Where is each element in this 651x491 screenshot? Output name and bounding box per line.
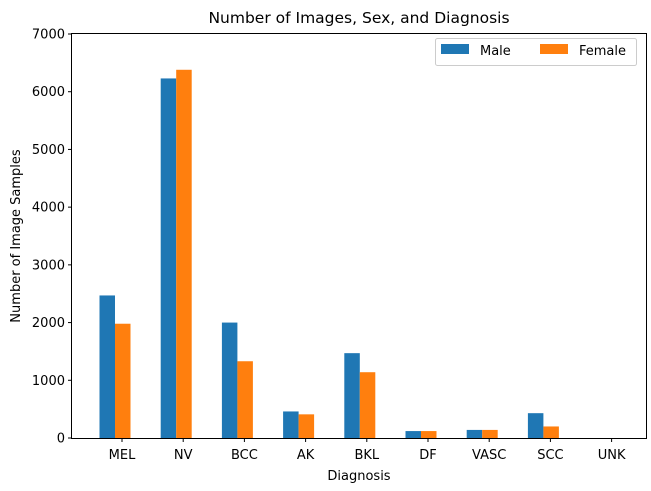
bar-male-vasc — [466, 429, 483, 438]
x-tick-label: MEL — [109, 448, 136, 463]
x-axis-label: Diagnosis — [327, 469, 390, 484]
legend-label-female: Female — [579, 44, 626, 59]
y-tick-label: 7000 — [32, 28, 65, 43]
chart-title: Number of Images, Sex, and Diagnosis — [208, 9, 509, 27]
legend-swatch-male — [441, 44, 469, 54]
bar-male-mel — [99, 295, 115, 438]
x-axis-ticks: MEL NV BCC AK BKL DF VASC SCC UNK — [109, 438, 626, 463]
x-tick-label: NV — [174, 448, 193, 463]
bar-female-nv — [176, 69, 192, 438]
bar-female-bcc — [237, 361, 253, 438]
bar-male-bcc — [221, 322, 238, 438]
y-axis-ticks: 0 1000 2000 3000 4000 5000 6000 7000 — [32, 28, 72, 447]
bar-male-nv — [160, 78, 177, 438]
legend-box — [435, 38, 637, 66]
legend-label-male: Male — [480, 44, 511, 59]
plot-frame — [71, 33, 647, 439]
bars-group — [99, 69, 559, 438]
bar-female-mel — [115, 323, 131, 438]
y-tick-label: 6000 — [32, 85, 65, 100]
x-tick-label: BKL — [354, 448, 379, 463]
x-tick-label: DF — [419, 448, 437, 463]
y-tick-label: 2000 — [32, 316, 65, 331]
legend: Male Female — [435, 38, 637, 66]
bar-female-bkl — [359, 372, 376, 438]
y-tick-label: 3000 — [32, 258, 65, 273]
legend-swatch-female — [540, 44, 568, 54]
x-tick-label: UNK — [598, 448, 626, 463]
y-tick-label: 4000 — [32, 201, 65, 216]
bar-female-ak — [298, 414, 315, 438]
bar-female-df — [421, 431, 437, 438]
x-tick-label: SCC — [537, 448, 563, 463]
y-tick-label: 1000 — [32, 374, 65, 389]
bar-male-bkl — [344, 353, 360, 438]
x-tick-label: BCC — [231, 448, 258, 463]
x-tick-label: AK — [297, 448, 315, 463]
y-tick-label: 5000 — [32, 143, 65, 158]
bar-male-scc — [527, 413, 544, 438]
bar-female-scc — [543, 426, 559, 438]
y-tick-label: 0 — [57, 432, 65, 447]
bar-male-df — [405, 431, 421, 438]
x-tick-label: VASC — [472, 448, 506, 463]
bar-female-vasc — [482, 429, 498, 438]
y-axis-label: Number of Image Samples — [9, 149, 24, 323]
bar-male-ak — [283, 411, 299, 438]
